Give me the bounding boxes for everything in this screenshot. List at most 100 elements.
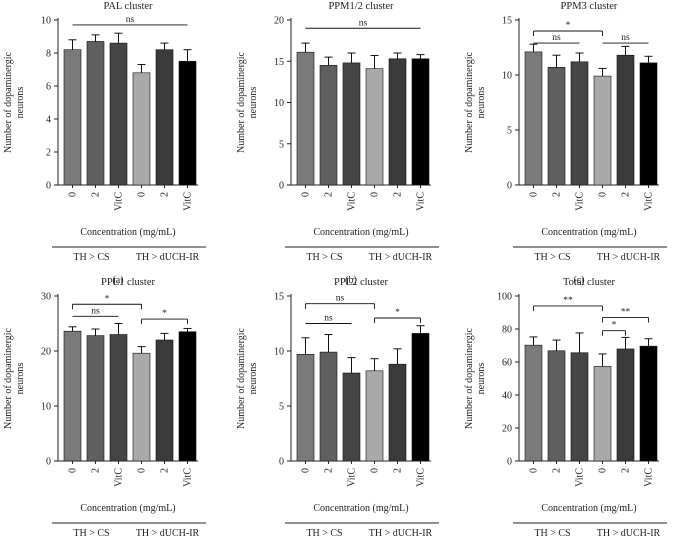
significance-label: ** (563, 296, 573, 306)
chart-title: Total cluster (563, 277, 616, 288)
y-tick-label: 0 (507, 181, 512, 192)
y-tick-label: 10 (41, 16, 51, 27)
x-tick-label: 2 (393, 468, 404, 473)
x-tick-label: 0 (598, 192, 609, 197)
bar (342, 62, 361, 186)
x-tick-label: VitC (114, 192, 125, 211)
y-tick-label: 0 (46, 181, 51, 192)
bar (63, 49, 82, 186)
chart-title: PPL1 cluster (101, 277, 155, 288)
bar (63, 330, 82, 462)
bar (411, 58, 430, 186)
bar (593, 365, 612, 462)
x-tick-label: 2 (91, 192, 102, 197)
x-tick-label: 2 (160, 192, 171, 197)
bar (547, 67, 566, 186)
y-axis-title-line-1: Number of dopaminergic (464, 51, 475, 152)
y-axis-title-line-2: neurons (15, 87, 26, 119)
group-label: TH > CS (306, 252, 342, 263)
y-tick-label: 20 (502, 424, 512, 435)
x-axis-title: Concentration (mg/mL) (313, 227, 408, 238)
y-axis-title-line-1: Number of dopaminergic (464, 327, 475, 428)
group-label: TH > CS (534, 528, 570, 539)
bar (296, 51, 315, 186)
y-axis-title-line-2: neurons (248, 363, 259, 395)
y-tick-label: 80 (502, 325, 512, 336)
x-tick-label: 2 (552, 468, 563, 473)
x-tick-label: 0 (137, 192, 148, 197)
group-label: TH > CS (534, 252, 570, 263)
x-tick-label: 0 (370, 192, 381, 197)
x-tick-label: 2 (621, 192, 632, 197)
y-tick-label: 15 (274, 292, 284, 303)
significance-label: ns (324, 314, 333, 324)
x-tick-label: 2 (324, 192, 335, 197)
bar (319, 351, 338, 462)
y-axis-title-line-1: Number of dopaminergic (3, 327, 14, 428)
significance-label: ns (359, 18, 368, 28)
significance-label: ** (621, 307, 631, 317)
x-tick-label: VitC (644, 468, 655, 487)
x-axis-title: Concentration (mg/mL) (80, 503, 175, 514)
x-tick-label: VitC (114, 468, 125, 487)
x-tick-label: VitC (416, 192, 427, 211)
x-tick-label: 2 (91, 468, 102, 473)
chart-title: PPM1/2 cluster (328, 1, 394, 12)
x-tick-label: VitC (644, 192, 655, 211)
group-label: TH > dUCH-IR (597, 252, 661, 263)
significance-label: ns (336, 294, 345, 304)
x-tick-label: 2 (621, 468, 632, 473)
y-tick-label: 2 (46, 148, 51, 159)
x-axis-title: Concentration (mg/mL) (313, 503, 408, 514)
y-tick-label: 5 (279, 139, 284, 150)
x-tick-label: 2 (393, 192, 404, 197)
bar (86, 335, 105, 462)
group-label: TH > dUCH-IR (369, 528, 433, 539)
y-tick-label: 15 (274, 57, 284, 68)
x-tick-label: VitC (575, 468, 586, 487)
significance-label: * (105, 294, 110, 304)
x-tick-label: 0 (529, 468, 540, 473)
x-tick-label: VitC (183, 468, 194, 487)
bar (155, 49, 174, 186)
group-label: TH > dUCH-IR (597, 528, 661, 539)
bar (178, 331, 197, 462)
x-tick-label: 2 (160, 468, 171, 473)
significance-label: * (395, 308, 400, 318)
panel-label: (a) (112, 275, 123, 286)
bar (593, 75, 612, 186)
y-tick-label: 5 (279, 402, 284, 413)
y-tick-label: 10 (502, 71, 512, 82)
bar (178, 60, 197, 186)
x-axis-title: Concentration (mg/mL) (80, 227, 175, 238)
y-tick-label: 15 (502, 16, 512, 27)
y-axis-title-line-2: neurons (476, 363, 487, 395)
y-tick-label: 20 (274, 16, 284, 27)
bar (319, 65, 338, 186)
significance-label: ns (126, 15, 135, 25)
x-tick-label: 0 (137, 468, 148, 473)
bar (524, 51, 543, 186)
chart-panel-5: PPL2 cluster 0 5 10 15 Number of dopaminergic… (236, 277, 439, 539)
x-tick-label: 0 (68, 192, 79, 197)
x-tick-label: 0 (598, 468, 609, 473)
significance-label: * (162, 309, 167, 319)
y-tick-label: 4 (46, 115, 51, 126)
panel-label: (c) (573, 275, 584, 286)
x-tick-label: 2 (324, 468, 335, 473)
y-axis-title-line-1: Number of dopaminergic (3, 51, 14, 152)
chart-title: PAL cluster (103, 1, 153, 12)
bar (296, 353, 315, 462)
y-tick-label: 40 (502, 391, 512, 402)
bar (411, 333, 430, 462)
group-label: TH > dUCH-IR (136, 252, 200, 263)
y-axis-title-line-1: Number of dopaminergic (236, 327, 247, 428)
significance-label: * (612, 321, 617, 331)
group-label: TH > CS (306, 528, 342, 539)
x-tick-label: VitC (416, 468, 427, 487)
bar (132, 72, 151, 186)
y-tick-label: 20 (41, 347, 51, 358)
